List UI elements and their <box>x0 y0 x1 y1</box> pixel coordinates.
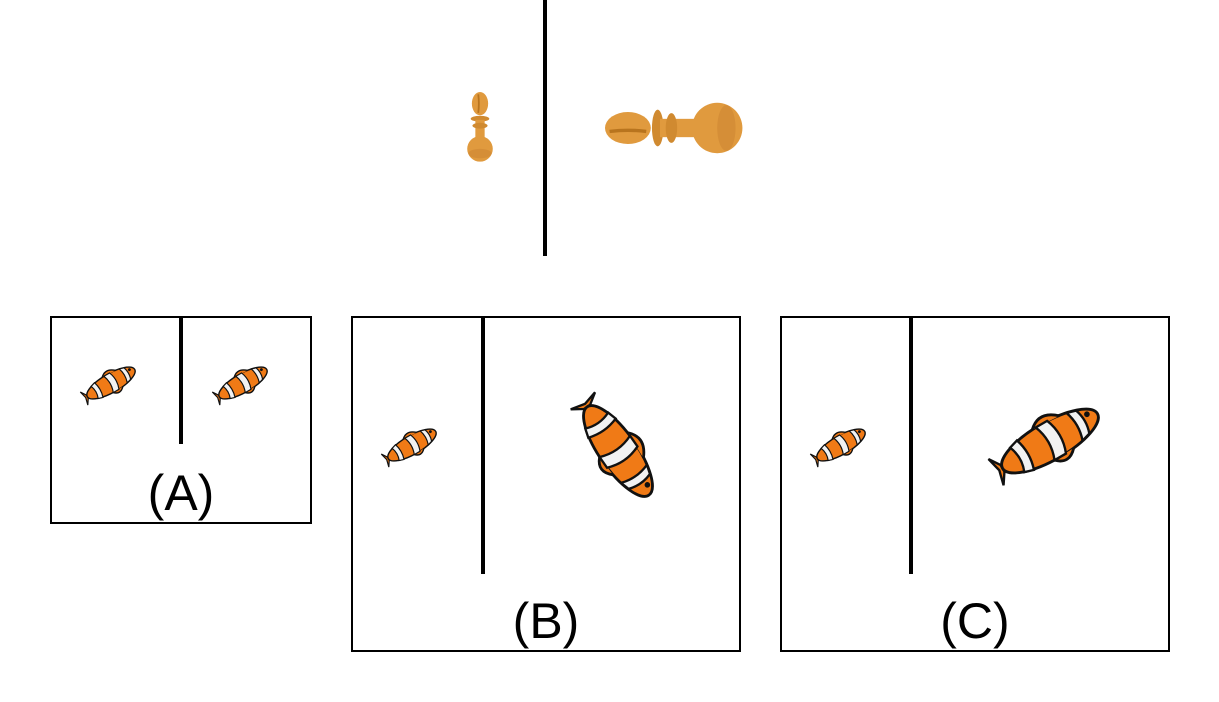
option-c-label: (C) <box>940 593 1010 649</box>
option-c-divider-line <box>909 318 913 574</box>
option-a-panel[interactable]: (A) <box>50 316 312 524</box>
option-b-divider-line <box>481 318 485 574</box>
top-divider-line <box>543 0 547 256</box>
option-a-label: (A) <box>147 465 215 521</box>
clownfish-icon <box>982 390 1112 495</box>
option-c-panel[interactable]: (C) <box>780 316 1170 652</box>
clownfish-icon <box>378 419 443 472</box>
option-a-divider-line <box>179 318 183 444</box>
small-upright-pawn-icon <box>466 91 494 163</box>
clownfish-icon <box>807 419 872 472</box>
option-b-label: (B) <box>512 593 580 649</box>
large-sideways-pawn-icon <box>603 101 745 155</box>
option-b-panel[interactable]: (B) <box>351 316 741 652</box>
clownfish-icon <box>77 357 142 410</box>
clownfish-icon <box>561 385 671 511</box>
clownfish-icon <box>209 357 274 410</box>
